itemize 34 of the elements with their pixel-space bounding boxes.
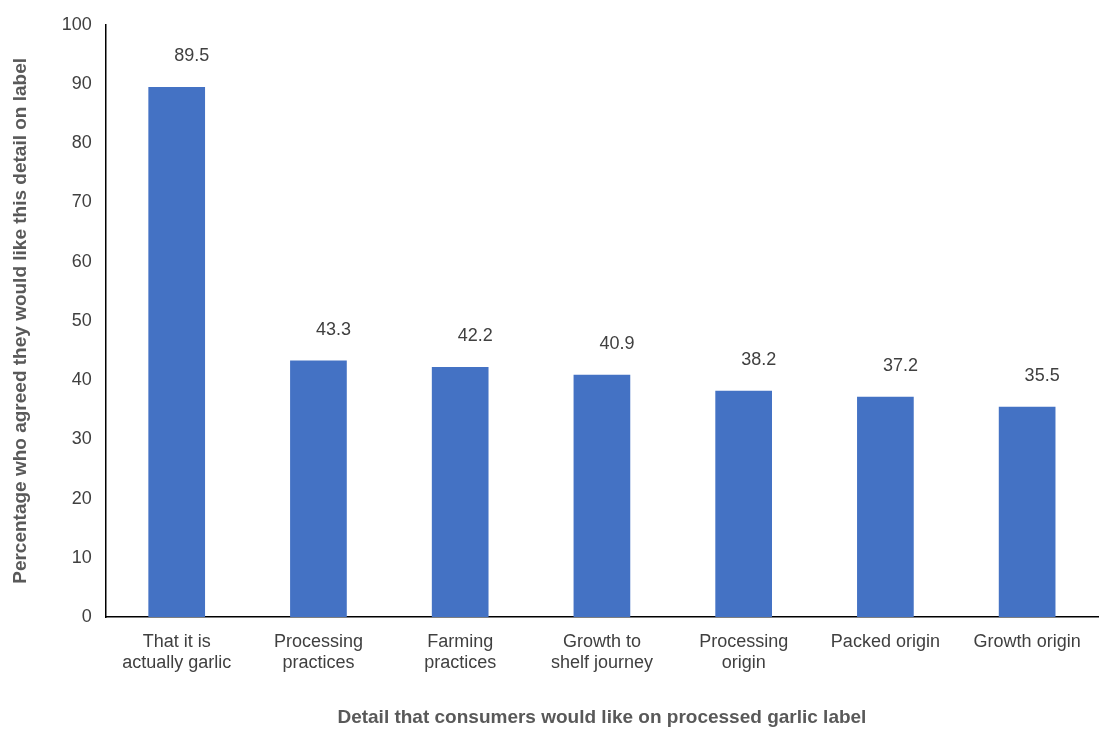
y-tick-label: 50 [71,309,92,330]
data-label: 42.2 [457,325,493,346]
x-tick-label: That it is actually garlic [122,630,232,673]
x-tick-label: Farming practices [424,630,497,673]
bar [857,396,914,617]
y-tick-label: 60 [71,250,92,271]
y-tick-label: 90 [71,72,92,93]
data-label: 38.2 [741,348,777,369]
y-tick-label: 40 [71,369,92,390]
data-label: 89.5 [174,44,210,65]
x-tick-label: Growth to shelf journey [550,630,653,673]
y-tick-label: 100 [61,13,92,34]
y-tick-label: 80 [71,132,92,153]
bar [148,86,206,617]
bar [290,360,347,617]
data-label: 43.3 [315,318,351,339]
x-tick-label: Processing practices [273,630,363,673]
y-tick-label: 70 [71,191,92,212]
bar [431,367,489,617]
x-tick-label: Processing origin [699,630,789,673]
y-axis-title: Percentage who agreed they would like this detail on label [8,58,30,584]
data-label: 37.2 [882,354,918,375]
y-tick-label: 20 [71,487,92,508]
data-label: 35.5 [1024,364,1060,385]
y-tick-label: 0 [81,605,92,626]
bar [998,406,1056,617]
x-tick-label: Packed origin [830,630,940,651]
bar [715,390,772,617]
x-axis-title: Detail that consumers would like on processed garlic label [337,705,867,727]
y-tick-label: 30 [71,428,92,449]
y-tick-label: 10 [71,546,92,567]
data-label: 40.9 [599,332,635,353]
x-tick-label: Growth origin [973,630,1081,651]
bar [573,374,631,617]
